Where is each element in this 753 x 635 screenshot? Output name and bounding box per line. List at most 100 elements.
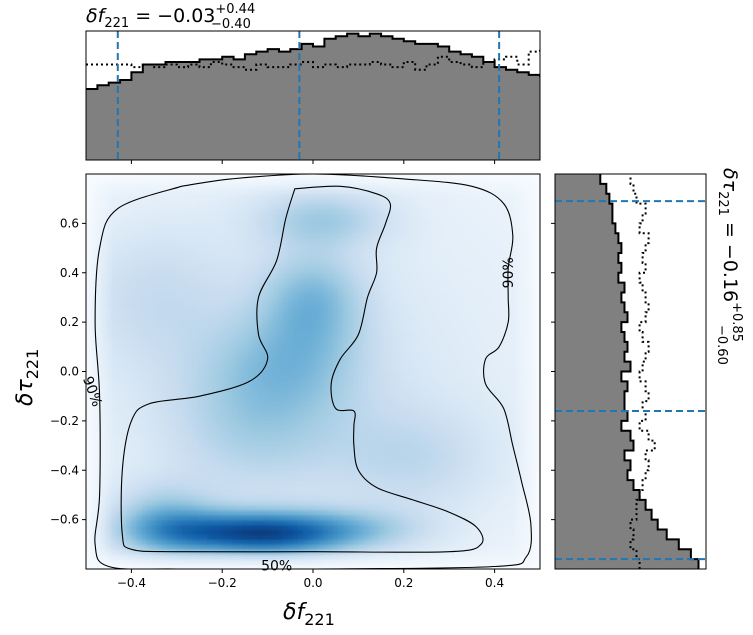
- heatmap-cell: [141, 504, 148, 511]
- heatmap-cell: [181, 504, 188, 511]
- heatmap-cell: [156, 332, 163, 338]
- heatmap-cell: [519, 514, 526, 521]
- heatmap-cell: [519, 401, 526, 407]
- heatmap-cell: [181, 559, 188, 565]
- heatmap-cell: [398, 554, 405, 560]
- heatmap-cell: [242, 485, 249, 491]
- heatmap-cell: [434, 336, 440, 343]
- heatmap-cell: [247, 307, 254, 313]
- heatmap-cell: [413, 539, 420, 545]
- heatmap-cell: [191, 327, 198, 333]
- heatmap-cell: [146, 460, 153, 466]
- heatmap-cell: [353, 524, 359, 531]
- heatmap-cell: [131, 440, 138, 447]
- heatmap-cell: [388, 302, 395, 308]
- heatmap-cell: [519, 346, 526, 353]
- heatmap-cell: [252, 346, 259, 353]
- heatmap-cell: [121, 327, 127, 333]
- heatmap-cell: [464, 450, 470, 457]
- heatmap-cell: [323, 415, 329, 422]
- heatmap-cell: [494, 317, 501, 323]
- heatmap-cell: [444, 519, 450, 526]
- heatmap-cell: [439, 307, 445, 313]
- heatmap-cell: [393, 524, 400, 531]
- heatmap-cell: [106, 420, 112, 427]
- heatmap-cell: [489, 529, 496, 536]
- heatmap-cell: [156, 420, 163, 427]
- heatmap-cell: [348, 494, 354, 501]
- heatmap-cell: [282, 425, 289, 432]
- heatmap-cell: [96, 411, 102, 417]
- heatmap-cell: [282, 351, 289, 358]
- heatmap-cell: [307, 401, 314, 407]
- heatmap-cell: [146, 411, 153, 417]
- heatmap-cell: [449, 460, 455, 466]
- heatmap-cell: [348, 519, 354, 526]
- heatmap-cell: [307, 376, 314, 382]
- heatmap-cell: [519, 302, 526, 308]
- heatmap-cell: [151, 544, 158, 550]
- heatmap-cell: [277, 327, 284, 333]
- heatmap-cell: [343, 322, 349, 328]
- heatmap-cell: [212, 420, 218, 427]
- heatmap-cell: [474, 435, 481, 442]
- heatmap-cell: [484, 371, 491, 378]
- heatmap-cell: [373, 420, 380, 427]
- heatmap-cell: [534, 361, 540, 368]
- heatmap-cell: [313, 460, 319, 466]
- heatmap-cell: [489, 386, 496, 392]
- heatmap-cell: [101, 534, 107, 540]
- heatmap-cell: [307, 435, 314, 442]
- heatmap-cell: [222, 494, 228, 501]
- heatmap-cell: [514, 322, 521, 328]
- heatmap-cell: [459, 322, 465, 328]
- heatmap-cell: [408, 415, 415, 422]
- heatmap-cell: [534, 465, 540, 471]
- heatmap-cell: [116, 307, 122, 313]
- heatmap-cell: [287, 475, 294, 481]
- heatmap-cell: [257, 396, 264, 402]
- heatmap-cell: [232, 499, 238, 506]
- heatmap-cell: [196, 332, 203, 338]
- heatmap-cell: [444, 396, 450, 402]
- heatmap-cell: [297, 401, 304, 407]
- heatmap-cell: [116, 411, 122, 417]
- heatmap-cell: [343, 455, 349, 461]
- heatmap-cell: [383, 514, 390, 521]
- heatmap-cell: [106, 366, 112, 373]
- heatmap-cell: [348, 322, 354, 328]
- heatmap-cell: [489, 539, 496, 545]
- heatmap-cell: [318, 366, 324, 373]
- heatmap-cell: [101, 430, 107, 437]
- heatmap-cell: [489, 411, 496, 417]
- heatmap-cell: [368, 490, 375, 496]
- heatmap-cell: [524, 376, 531, 382]
- heatmap-cell: [373, 307, 380, 313]
- heatmap-cell: [202, 411, 208, 417]
- heatmap-cell: [363, 302, 370, 308]
- heatmap-cell: [282, 415, 289, 422]
- heatmap-cell: [212, 455, 218, 461]
- heatmap-cell: [333, 351, 339, 358]
- heatmap-cell: [222, 455, 228, 461]
- heatmap-cell: [222, 445, 228, 452]
- heatmap-cell: [348, 524, 354, 531]
- heatmap-cell: [449, 371, 455, 378]
- heatmap-cell: [96, 292, 102, 299]
- heatmap-cell: [96, 450, 102, 457]
- heatmap-cell: [449, 564, 455, 569]
- heatmap-cell: [96, 312, 102, 318]
- heatmap-cell: [393, 376, 400, 382]
- heatmap-cell: [499, 346, 506, 353]
- heatmap-cell: [222, 564, 228, 569]
- heatmap-cell: [176, 485, 183, 491]
- heatmap-cell: [262, 386, 269, 392]
- heatmap-cell: [91, 450, 97, 457]
- heatmap-cell: [494, 332, 501, 338]
- heatmap-cell: [282, 381, 289, 387]
- heatmap-cell: [257, 297, 264, 303]
- heatmap-cell: [489, 534, 496, 540]
- heatmap-cell: [297, 386, 304, 392]
- heatmap-cell: [257, 366, 264, 373]
- heatmap-cell: [227, 465, 233, 471]
